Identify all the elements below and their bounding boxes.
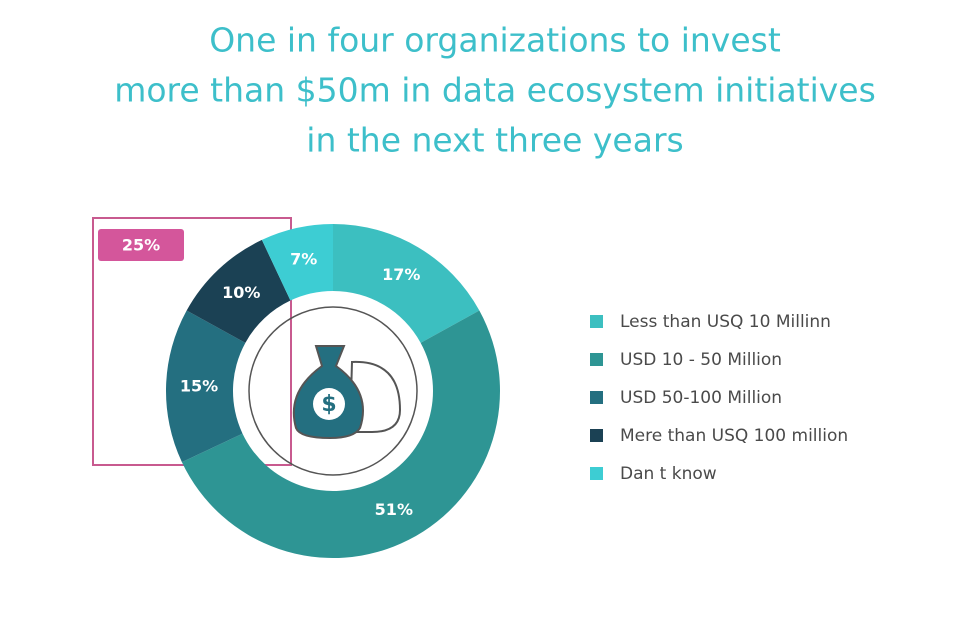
coin-symbol: $ <box>321 392 336 417</box>
chart-title: One in four organizations to invest <box>209 21 781 60</box>
annotation-badge <box>98 229 184 261</box>
legend-swatch <box>590 391 603 404</box>
legend-label: USD 50-100 Million <box>620 388 782 408</box>
data-label: 51% <box>375 500 413 519</box>
coin <box>313 388 345 420</box>
legend-swatch <box>590 429 603 442</box>
legend-label: Dan t know <box>620 464 717 484</box>
chart-title: in the next three years <box>306 121 683 160</box>
data-label: 15% <box>180 376 218 395</box>
donut-slice <box>333 224 480 343</box>
inner-ring <box>248 306 418 476</box>
legend-swatch <box>590 467 603 480</box>
data-label: 17% <box>382 265 420 284</box>
donut-slice <box>261 224 333 301</box>
data-label: 10% <box>222 283 260 302</box>
donut-slice <box>181 310 501 559</box>
annotation: 25% <box>122 236 160 255</box>
donut-slice <box>186 239 291 343</box>
chart-title: more than $50m in data ecosystem initiat… <box>114 71 876 110</box>
data-label: 7% <box>290 250 317 269</box>
legend-label: Less than USQ 10 Millinn <box>620 312 831 332</box>
legend-label: USD 10 - 50 Million <box>620 350 782 370</box>
legend-swatch <box>590 315 603 328</box>
legend-label: Mere than USQ 100 million <box>620 426 848 446</box>
donut-slice <box>165 310 246 463</box>
legend-swatch <box>590 353 603 366</box>
